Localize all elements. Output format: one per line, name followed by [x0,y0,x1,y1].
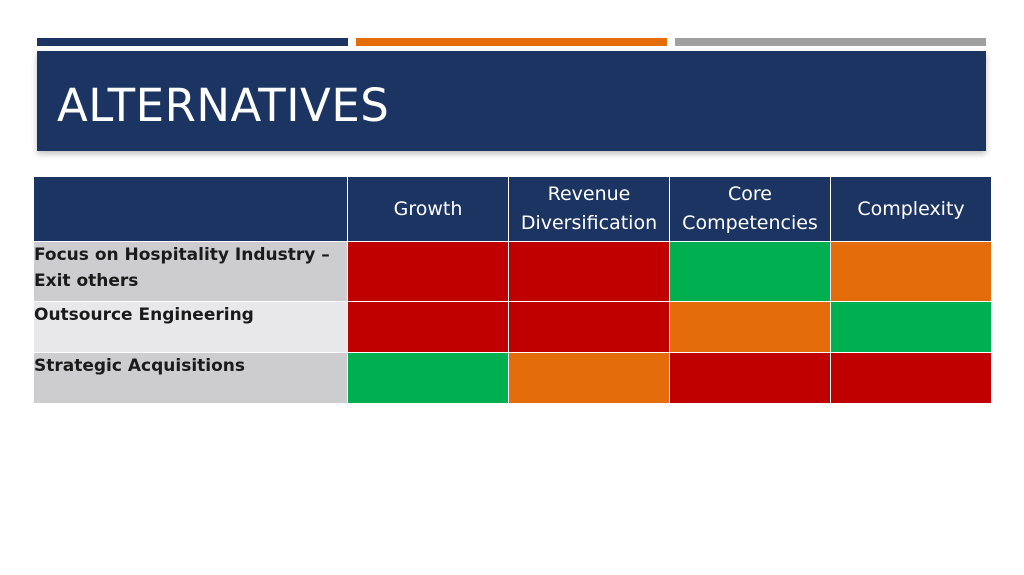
column-header-core-competencies: Core Competencies [669,176,831,242]
table-row: Strategic Acquisitions [33,352,992,404]
rating-cell [669,241,831,302]
slide-title: ALTERNATIVES [57,79,390,132]
row-label: Strategic Acquisitions [33,352,348,404]
table-row: Outsource Engineering [33,301,992,353]
row-label: Outsource Engineering [33,301,348,353]
rating-cell [669,301,831,353]
rating-cell [830,352,992,404]
rating-cell [830,241,992,302]
rating-cell [347,352,509,404]
column-header-complexity: Complexity [830,176,992,242]
title-band: ALTERNATIVES [37,51,986,151]
rating-cell [347,301,509,353]
rating-cell [508,352,670,404]
header-corner-cell [33,176,348,242]
rating-cell [830,301,992,353]
rating-cell [508,241,670,302]
header-row: Growth Revenue Diversification Core Comp… [33,176,992,242]
rating-cell [347,241,509,302]
table-row: Focus on Hospitality Industry – Exit oth… [33,241,992,302]
row-label: Focus on Hospitality Industry – Exit oth… [33,241,348,302]
accent-bar-navy [37,38,348,46]
accent-bar-gray [675,38,986,46]
rating-cell [669,352,831,404]
rating-cell [508,301,670,353]
accent-bar-orange [356,38,667,46]
column-header-revenue-diversification: Revenue Diversification [508,176,670,242]
column-header-growth: Growth [347,176,509,242]
alternatives-matrix: Growth Revenue Diversification Core Comp… [33,176,992,404]
